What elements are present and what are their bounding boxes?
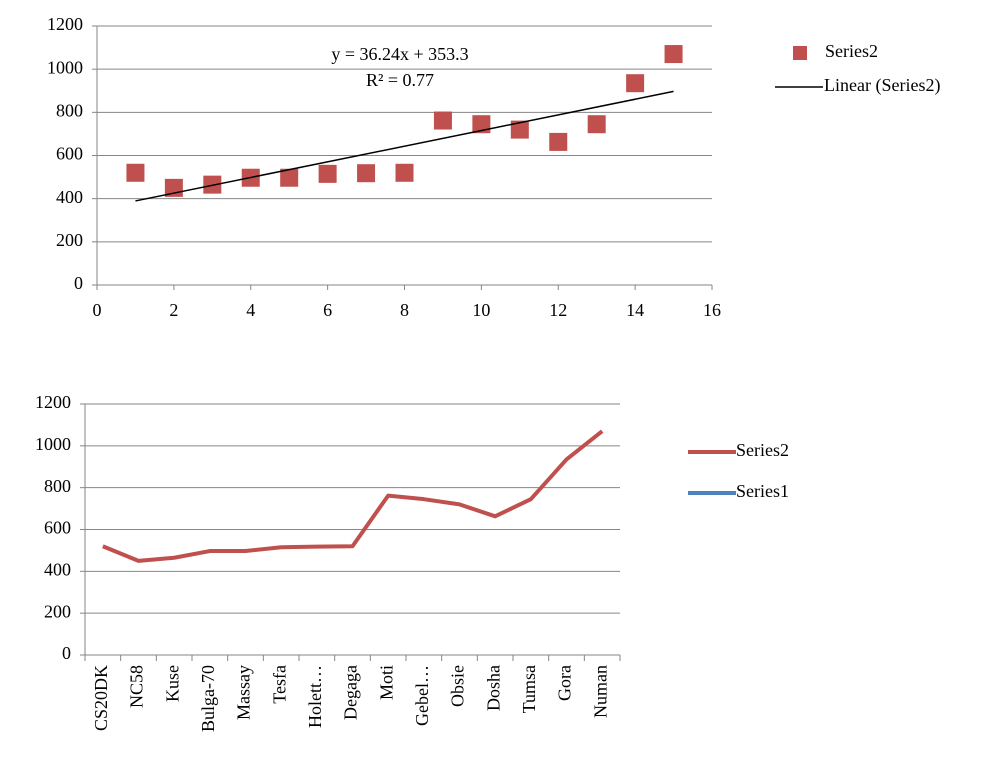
y-tick-label: 0 — [62, 643, 71, 663]
trendline — [135, 90, 674, 202]
scatter-point — [395, 163, 414, 182]
y-tick-label: 600 — [56, 144, 83, 164]
x-tick-label: Obsie — [448, 665, 468, 707]
x-tick-label: 4 — [246, 300, 255, 320]
y-tick-label: 0 — [74, 273, 83, 293]
x-tick-label: 2 — [169, 300, 178, 320]
legend-label: Series1 — [736, 481, 789, 501]
x-tick-label: Gora — [555, 665, 575, 701]
scatter-point — [587, 115, 606, 134]
y-tick-label: 1000 — [35, 434, 71, 454]
scatter-point — [433, 111, 452, 130]
x-tick-label: Degaga — [341, 665, 361, 720]
scatter-point — [510, 120, 529, 139]
legend-label: Series2 — [736, 440, 789, 460]
y-tick-label: 1000 — [47, 57, 83, 77]
y-tick-label: 1200 — [35, 392, 71, 412]
x-tick-label: Kuse — [162, 665, 182, 702]
y-tick-label: 200 — [44, 601, 71, 621]
y-tick-label: 1200 — [47, 14, 83, 34]
x-tick-label: Gebel… — [412, 665, 432, 726]
x-tick-label: Tumsa — [519, 665, 539, 713]
y-tick-label: 400 — [56, 187, 83, 207]
scatter-point — [472, 115, 491, 134]
legend-label: Series2 — [825, 41, 878, 61]
x-tick-label: Bulga-70 — [198, 665, 218, 732]
y-tick-label: 600 — [44, 518, 71, 538]
scatter-point — [549, 132, 568, 151]
x-tick-label: 10 — [472, 300, 490, 320]
x-tick-label: Moti — [376, 665, 396, 700]
x-tick-label: Tesfa — [269, 665, 289, 704]
y-tick-label: 200 — [56, 230, 83, 250]
y-tick-label: 800 — [56, 100, 83, 120]
scatter-point — [357, 164, 376, 183]
x-tick-label: Numan — [590, 665, 610, 718]
x-tick-label: 12 — [549, 300, 567, 320]
series-line — [102, 429, 604, 563]
scatter-point — [626, 74, 645, 93]
x-tick-label: 0 — [93, 300, 102, 320]
x-tick-label: CS20DK — [91, 665, 111, 731]
x-tick-label: 8 — [400, 300, 409, 320]
y-tick-label: 400 — [44, 559, 71, 579]
x-tick-label: 6 — [323, 300, 332, 320]
x-tick-label: Dosha — [483, 665, 503, 711]
trendline-annotation: R² = 0.77 — [366, 70, 434, 90]
x-tick-label: 16 — [703, 300, 721, 320]
legend-marker — [793, 46, 807, 60]
legend-label: Linear (Series2) — [824, 75, 940, 96]
trendline-annotation: y = 36.24x + 353.3 — [331, 44, 468, 64]
scatter-point — [664, 45, 683, 64]
scatter-point — [318, 164, 337, 183]
y-tick-label: 800 — [44, 476, 71, 496]
scatter-point — [280, 168, 299, 187]
x-tick-label: Holett… — [305, 665, 325, 728]
x-tick-label: 14 — [626, 300, 644, 320]
scatter-point — [126, 163, 145, 182]
x-tick-label: Massay — [234, 665, 254, 720]
x-tick-label: NC58 — [127, 665, 147, 708]
